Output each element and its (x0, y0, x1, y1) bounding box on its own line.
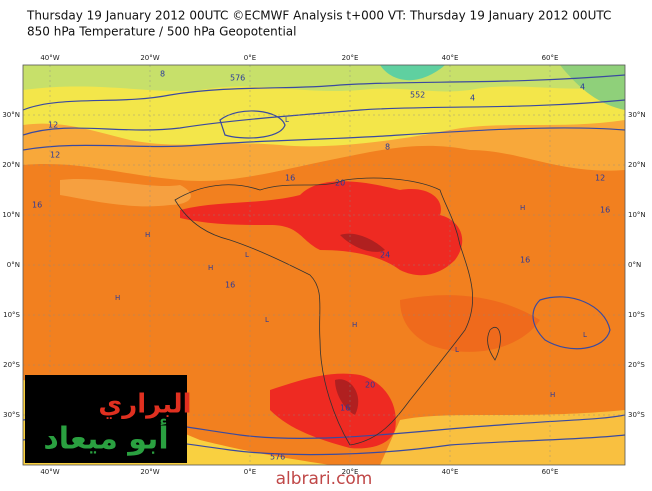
map-frame (22, 64, 626, 466)
axis-label: 30°N (2, 111, 20, 119)
axis-labels: 30°N 30°N 20°N 20°N 10°N 10°N 0°N 0°N 10°S 10°S 20… (2, 54, 645, 476)
axis-label: 10°N (2, 211, 20, 219)
contour-label: 16 (520, 256, 530, 265)
contour-label: 20 (365, 381, 375, 390)
contour-label: 8 (160, 70, 165, 79)
axis-label: 30°S (3, 411, 20, 419)
contour (219, 110, 286, 139)
hotter-area (335, 379, 359, 415)
contour-label: 576 (230, 74, 245, 83)
contour-label: 16 (225, 281, 235, 290)
pressure-marker: L (583, 331, 587, 339)
hotter-area (340, 233, 385, 252)
axis-label: 20°E (342, 468, 359, 476)
axis-label: 30°S (628, 411, 645, 419)
contour (23, 74, 625, 111)
pressure-marker: H (352, 321, 357, 329)
yellow-south (380, 410, 625, 465)
contour-label: 12 (50, 151, 60, 160)
axis-label: 10°S (3, 311, 20, 319)
hot-area (270, 373, 396, 449)
contour-label: 20 (335, 179, 345, 188)
axis-label: 10°S (628, 311, 645, 319)
contour-label: 16 (600, 206, 610, 215)
axis-label: 30°N (628, 111, 646, 119)
axis-label: 20°W (140, 468, 159, 476)
contour-label: 24 (380, 251, 390, 260)
hot-area (180, 181, 463, 276)
contour-label: 576 (270, 453, 285, 462)
warm-patch (60, 178, 191, 207)
axis-label: 20°S (3, 361, 20, 369)
contour-label: 552 (410, 91, 425, 100)
watermark: albrari.com (276, 469, 373, 487)
axis-label: 20°N (628, 161, 646, 169)
axis-label: 60°E (542, 468, 559, 476)
contour-label: 12 (48, 121, 58, 130)
pressure-marker: L (285, 116, 289, 124)
header-line: 850 hPa Temperature / 500 hPa Geopotenti… (27, 25, 296, 39)
axis-label: 0°N (7, 261, 20, 269)
axis-label: 10°N (628, 211, 646, 219)
cold-area (380, 65, 445, 81)
pressure-marker: L (245, 251, 249, 259)
axis-label: 40°W (40, 468, 59, 476)
axis-label: 40°E (442, 468, 459, 476)
axis-label: 0°E (244, 468, 256, 476)
header-line: Thursday 19 January 2012 00UTC ©ECMWF An… (26, 9, 611, 23)
pressure-marker: H (208, 264, 213, 272)
axis-label: 60°E (542, 54, 559, 62)
contour (23, 127, 625, 151)
graticule (23, 65, 625, 465)
axis-label: 20°W (140, 54, 159, 62)
contour-label: 4 (580, 83, 585, 92)
contour-label: 4 (470, 94, 475, 103)
contour-label: 16 (285, 174, 295, 183)
axis-label: 20°S (628, 361, 645, 369)
logo-text: البراري (98, 390, 191, 420)
logo-text: أبو ميعاد (43, 419, 168, 457)
pressure-marker: H (520, 204, 525, 212)
contour-label: 8 (385, 143, 390, 152)
axis-label: 40°W (40, 54, 59, 62)
axis-label: 0°E (244, 54, 256, 62)
contour-label: 12 (595, 174, 605, 183)
contour (23, 99, 625, 136)
coastline (487, 327, 501, 361)
pressure-marker: L (265, 316, 269, 324)
axis-label: 40°E (442, 54, 459, 62)
pressure-marker: H (145, 231, 150, 239)
contour (532, 296, 611, 350)
pressure-marker: L (455, 346, 459, 354)
contour-label: 16 (32, 201, 42, 210)
green-band (23, 65, 625, 92)
axis-label: 20°N (2, 161, 20, 169)
axis-label: 0°N (628, 261, 641, 269)
axis-label: 20°E (342, 54, 359, 62)
map: 8 4 576 552 12 16 20 24 16 16 12 16 20 1… (22, 64, 626, 466)
warm-patch (400, 295, 540, 352)
pressure-marker: H (550, 391, 555, 399)
logo-box (25, 375, 187, 463)
pressure-marker: H (115, 294, 120, 302)
coastline (174, 177, 473, 446)
contour-label: 16 (340, 404, 350, 413)
